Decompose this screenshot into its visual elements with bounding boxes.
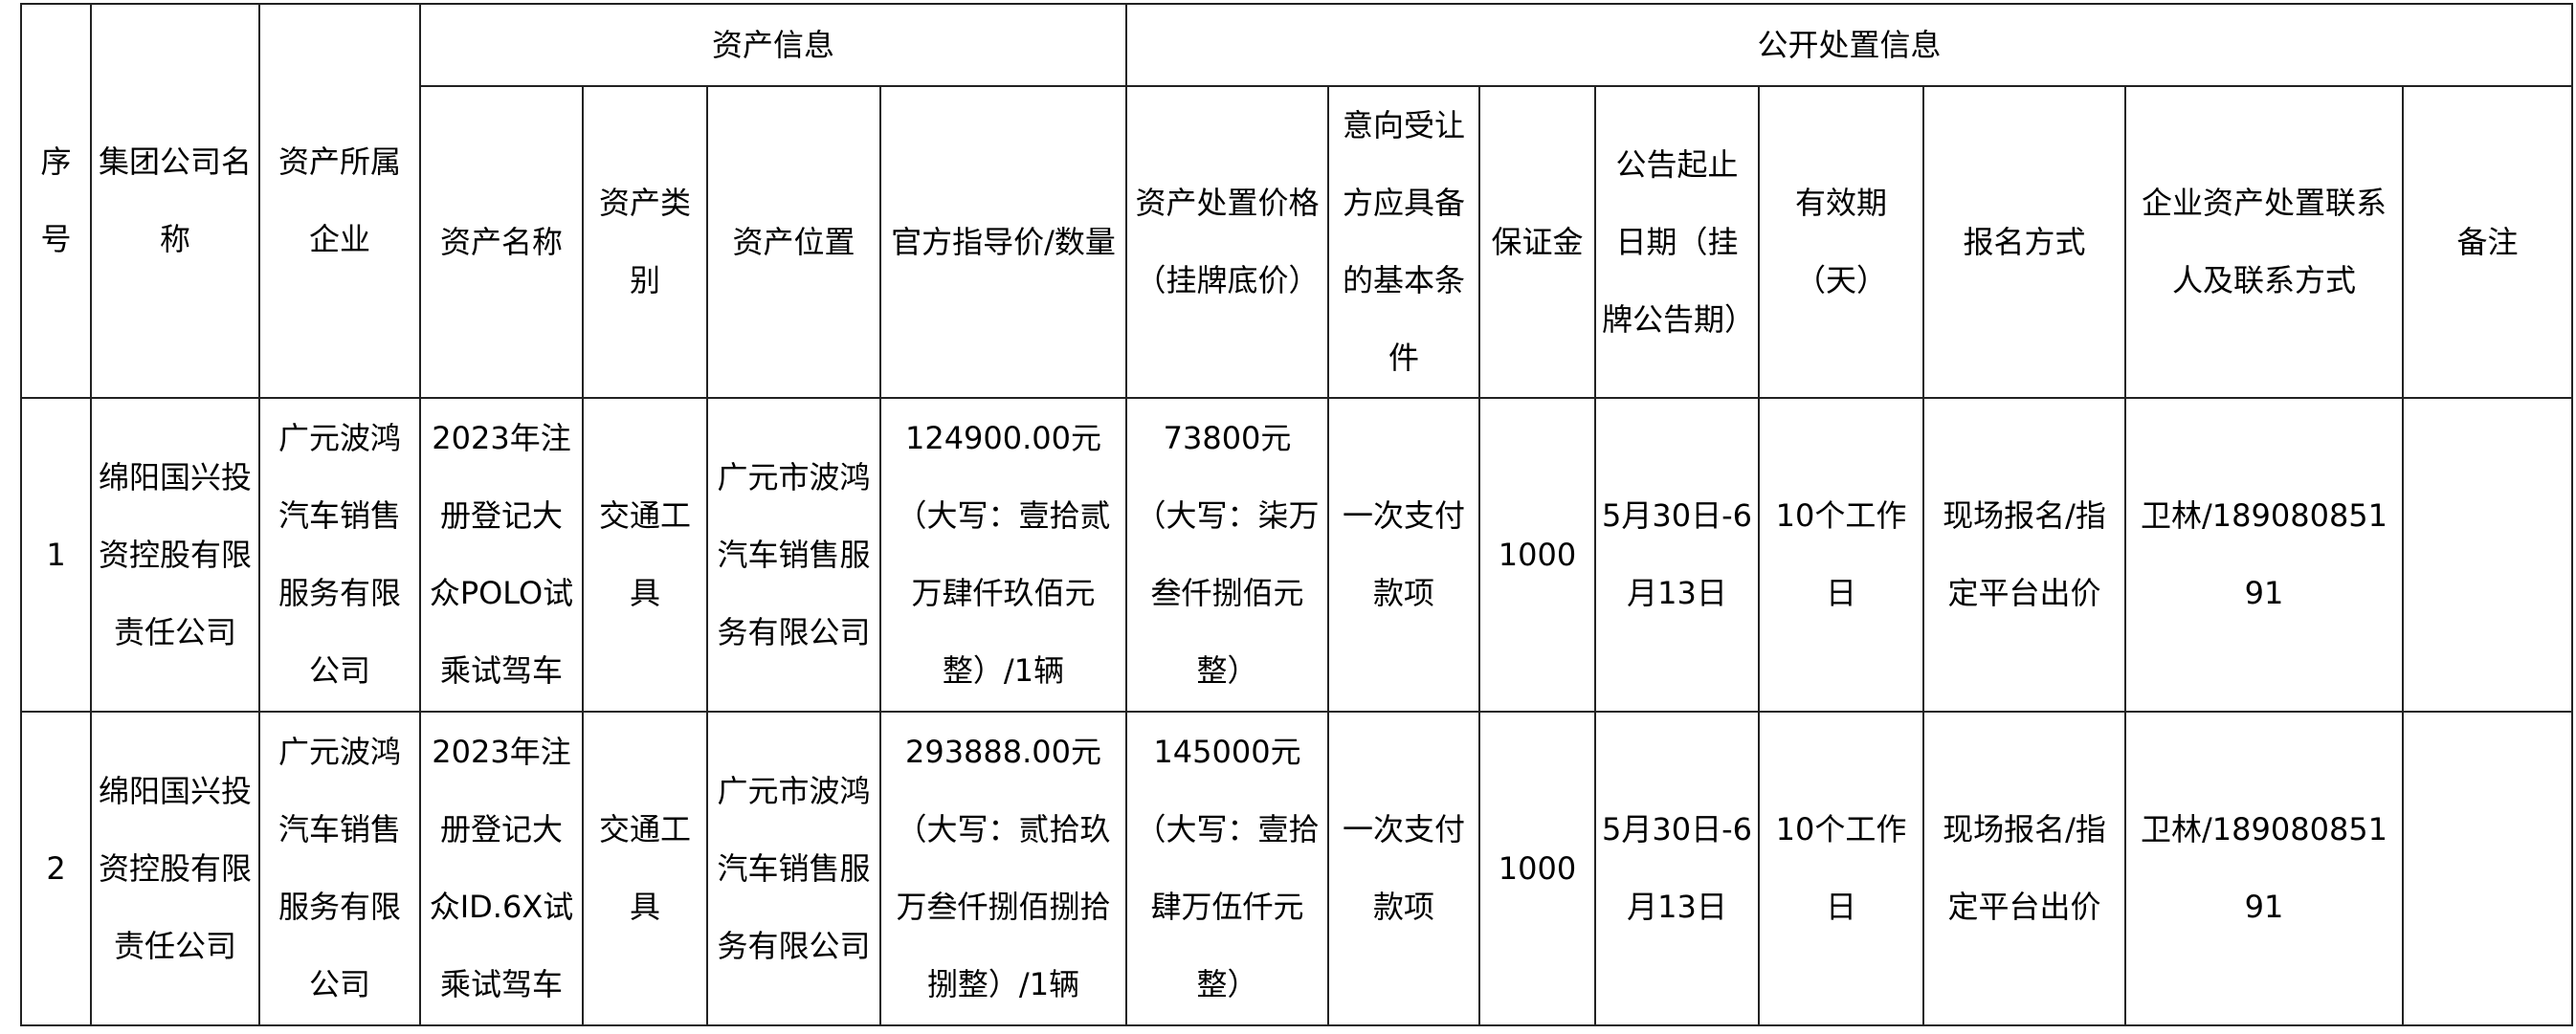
header-remarks: 备注 <box>2402 85 2574 399</box>
asset-disposal-table: 序号 集团公司名称 资产所属企业 资产信息 公开处置信息 资产名称 资产类别 资… <box>20 3 2574 1026</box>
cell-guide-price: 124900.00元（大写：壹拾贰万肆仟玖佰元整）/1辆 <box>878 397 1128 713</box>
header-asset-info: 资产信息 <box>418 3 1128 87</box>
cell-group-company: 绵阳国兴投资控股有限责任公司 <box>90 397 260 713</box>
cell-asset-location: 广元市波鸿汽车销售服务有限公司 <box>706 397 881 713</box>
cell-remarks <box>2402 711 2574 1026</box>
cell-asset-name: 2023年注册登记大众POLO试乘试驾车 <box>419 397 584 713</box>
cell-buyer-conditions: 一次支付款项 <box>1327 711 1481 1026</box>
header-buyer-conditions: 意向受让方应具备的基本条件 <box>1327 85 1481 399</box>
cell-asset-name: 2023年注册登记大众ID.6X试乘试驾车 <box>419 711 584 1026</box>
cell-validity: 10个工作日 <box>1758 711 1925 1026</box>
cell-notice-period: 5月30日-6月13日 <box>1594 397 1761 713</box>
cell-guide-price: 293888.00元（大写：贰拾玖万叁仟捌佰捌拾捌整）/1辆 <box>878 711 1128 1026</box>
cell-registration: 现场报名/指定平台出价 <box>1922 711 2127 1026</box>
cell-contact: 卫林/18908085191 <box>2124 711 2405 1026</box>
cell-index: 1 <box>20 397 92 713</box>
cell-owner-company: 广元波鸿汽车销售服务有限公司 <box>258 397 421 713</box>
cell-owner-company: 广元波鸿汽车销售服务有限公司 <box>258 711 421 1026</box>
header-deposit: 保证金 <box>1478 85 1597 399</box>
cell-validity: 10个工作日 <box>1758 397 1925 713</box>
header-index: 序号 <box>20 3 92 399</box>
header-guide-price: 官方指导价/数量 <box>878 85 1128 399</box>
cell-notice-period: 5月30日-6月13日 <box>1594 711 1761 1026</box>
header-asset-location: 资产位置 <box>706 85 881 399</box>
cell-group-company: 绵阳国兴投资控股有限责任公司 <box>90 711 260 1026</box>
cell-asset-location: 广元市波鸿汽车销售服务有限公司 <box>706 711 881 1026</box>
cell-buyer-conditions: 一次支付款项 <box>1327 397 1481 713</box>
table-row: 1 绵阳国兴投资控股有限责任公司 广元波鸿汽车销售服务有限公司 2023年注册登… <box>20 397 2574 713</box>
header-disposal-info: 公开处置信息 <box>1125 3 2574 87</box>
cell-registration: 现场报名/指定平台出价 <box>1922 397 2127 713</box>
column-header-row: 资产名称 资产类别 资产位置 官方指导价/数量 资产处置价格（挂牌底价） 意向受… <box>21 85 2574 399</box>
cell-asset-type: 交通工具 <box>582 397 708 713</box>
header-contact: 企业资产处置联系人及联系方式 <box>2124 85 2405 399</box>
table-row: 2 绵阳国兴投资控股有限责任公司 广元波鸿汽车销售服务有限公司 2023年注册登… <box>20 711 2574 1026</box>
cell-disposal-price: 73800元（大写：柒万叁仟捌佰元整） <box>1125 397 1330 713</box>
cell-disposal-price: 145000元（大写：壹拾肆万伍仟元整） <box>1125 711 1330 1026</box>
header-disposal-price: 资产处置价格（挂牌底价） <box>1125 85 1330 399</box>
cell-asset-type: 交通工具 <box>582 711 708 1026</box>
cell-deposit: 1000 <box>1478 711 1597 1026</box>
header-notice-period: 公告起止日期（挂牌公告期） <box>1594 85 1761 399</box>
group-header-row: 序号 集团公司名称 资产所属企业 资产信息 公开处置信息 <box>20 3 2574 399</box>
header-asset-name: 资产名称 <box>419 85 584 399</box>
header-validity: 有效期（天） <box>1758 85 1925 399</box>
header-asset-type: 资产类别 <box>582 85 708 399</box>
header-owner-company: 资产所属企业 <box>258 3 421 399</box>
header-registration: 报名方式 <box>1922 85 2127 399</box>
cell-index: 2 <box>20 711 92 1026</box>
cell-contact: 卫林/18908085191 <box>2124 397 2405 713</box>
header-group-company: 集团公司名称 <box>90 3 260 399</box>
cell-deposit: 1000 <box>1478 397 1597 713</box>
cell-remarks <box>2402 397 2574 713</box>
